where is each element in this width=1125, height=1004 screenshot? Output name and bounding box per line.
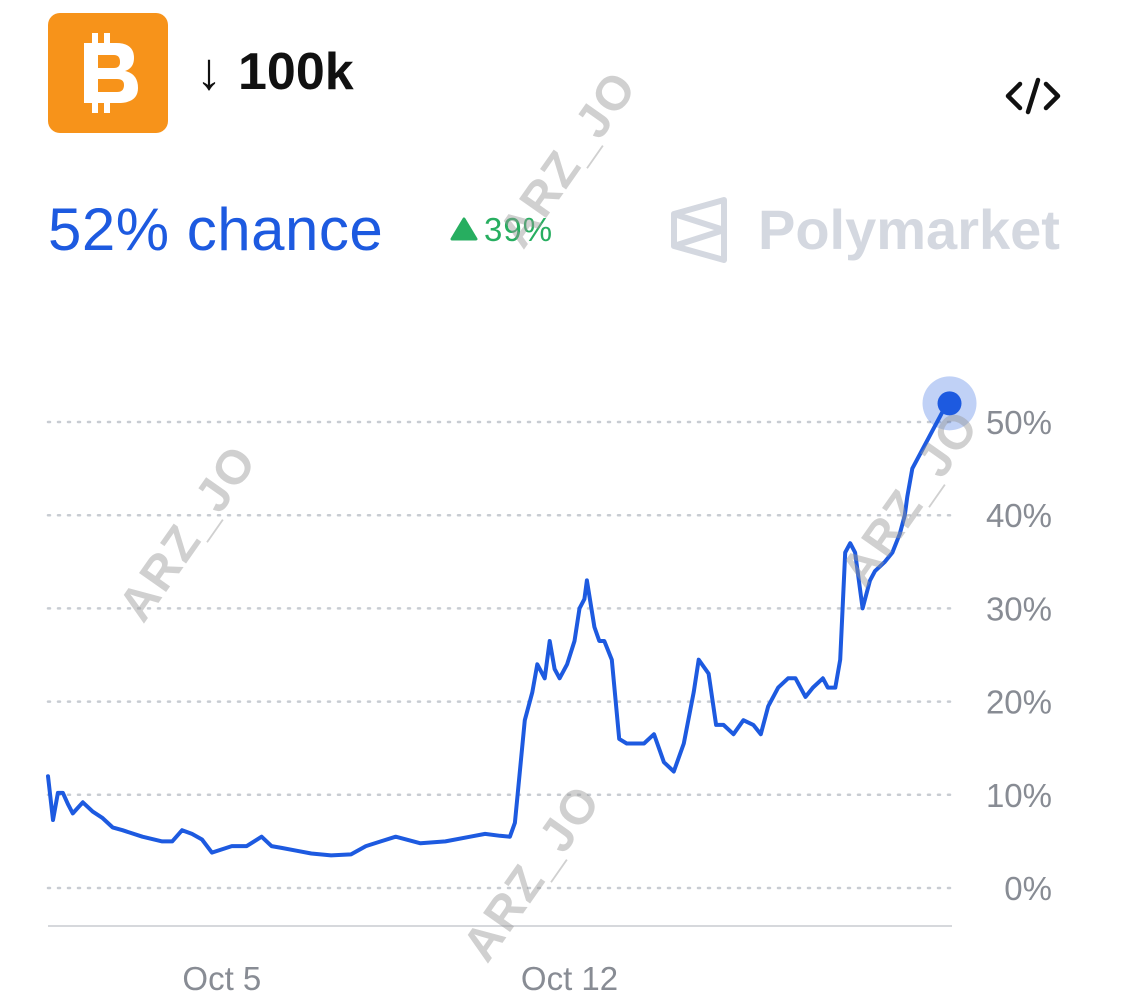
bitcoin-logo: [48, 13, 168, 133]
embed-button[interactable]: [998, 70, 1068, 122]
x-axis-ticks: Oct 5 Oct 12: [182, 960, 618, 997]
market-title-text: 100k: [238, 43, 354, 101]
x-tick-label: Oct 12: [521, 960, 618, 997]
market-title: ↓ 100k: [196, 40, 354, 104]
x-tick-label: Oct 5: [182, 960, 261, 997]
polymarket-brand[interactable]: Polymarket: [668, 192, 1068, 272]
y-axis-ticks: 0% 10% 20% 30% 40% 50%: [986, 404, 1052, 907]
down-arrow-icon: ↓: [196, 43, 222, 101]
endpoint-dot[interactable]: [937, 391, 962, 416]
endpoint-marker[interactable]: [922, 376, 977, 431]
y-tick-label: 30%: [986, 590, 1052, 627]
code-embed-icon: [1005, 77, 1061, 115]
triangle-up-icon: [450, 217, 478, 241]
market-header: ↓ 100k: [0, 0, 1125, 150]
y-tick-label: 10%: [986, 777, 1052, 814]
bitcoin-icon: [84, 33, 138, 113]
change-value: 39%: [484, 211, 554, 248]
y-tick-label: 0%: [1004, 870, 1052, 907]
y-tick-label: 50%: [986, 404, 1052, 441]
y-tick-label: 40%: [986, 497, 1052, 534]
chart-series: [46, 401, 952, 858]
brand-name: Polymarket: [758, 198, 1060, 261]
y-tick-label: 20%: [986, 684, 1052, 721]
chance-value: 52% chance: [48, 196, 384, 263]
polymarket-logo-icon: [671, 197, 727, 263]
chart-gridlines: [46, 420, 954, 890]
series-line: [46, 401, 952, 858]
